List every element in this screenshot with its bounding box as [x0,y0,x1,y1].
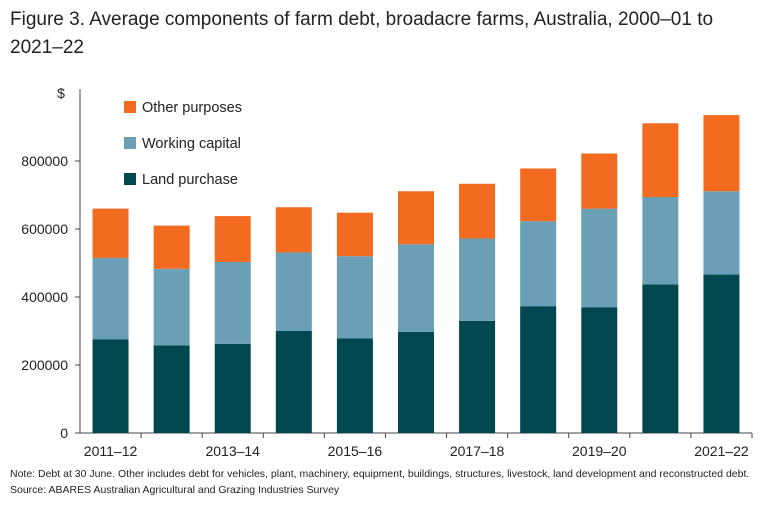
bars [92,115,740,433]
bar-working-capital [459,238,496,321]
bar-other-purposes [336,212,373,257]
x-tick-label: 2013–14 [205,443,260,459]
bar-working-capital [214,261,251,344]
bar-land-purchase [92,339,129,433]
bar-working-capital [275,252,312,331]
bar-land-purchase [581,307,618,433]
bar-other-purposes [275,207,312,253]
bar-working-capital [581,208,618,308]
y-tick-label: 800000 [21,153,68,169]
legend: Other purposes Working capital Land purcha… [124,100,242,188]
bar-land-purchase [398,332,434,433]
bar-other-purposes [520,168,557,222]
x-tick-label: 2017–18 [450,443,505,459]
bar-other-purposes [459,183,496,239]
y-axis-unit-label: $ [57,85,65,101]
bar-land-purchase [642,284,679,433]
y-tick-label: 600000 [21,221,68,237]
bar-working-capital [92,257,129,340]
bar-land-purchase [153,345,190,433]
stacked-bar-chart: $0 200000 400000 600000 800000 2011–12 2013–14… [21,85,753,459]
x-tick-label: 2019–20 [572,443,627,459]
bar-other-purposes [703,115,740,192]
legend-swatch-land-purchase [124,173,136,185]
bar-land-purchase [520,306,557,433]
bar-working-capital [398,244,434,333]
bar-land-purchase [214,343,251,433]
bar-working-capital [153,268,190,346]
bar-working-capital [703,191,740,275]
bar-land-purchase [703,274,740,433]
x-tick-label: 2021–22 [694,443,749,459]
bar-land-purchase [336,338,373,433]
bar-other-purposes [581,153,618,209]
x-tick-label: 2011–12 [84,443,138,459]
bar-working-capital [520,221,557,307]
bar-land-purchase [275,331,312,433]
x-tick-label: 2015–16 [328,443,383,459]
y-tick-label: 200000 [21,357,68,373]
bar-working-capital [642,197,679,285]
bar-land-purchase [459,320,496,433]
y-tick-label: 0 [60,425,68,441]
axes: $0 200000 400000 600000 800000 2011–12 2013–14… [21,85,753,459]
legend-label-working-capital: Working capital [142,136,241,152]
legend-label-land-purchase: Land purchase [142,172,238,188]
bar-other-purposes [214,216,251,262]
bar-working-capital [336,256,373,339]
bar-other-purposes [398,191,434,245]
legend-label-other-purposes: Other purposes [142,100,242,116]
legend-swatch-other-purposes [124,101,136,113]
legend-swatch-working-capital [124,137,136,149]
y-tick-label: 400000 [21,289,68,305]
bar-other-purposes [642,123,679,198]
chart-note: Note: Debt at 30 June. Other includes de… [10,468,750,496]
chart-title: Figure 3. Average components of farm deb… [10,9,714,58]
bar-other-purposes [92,208,129,258]
bar-other-purposes [153,225,190,269]
